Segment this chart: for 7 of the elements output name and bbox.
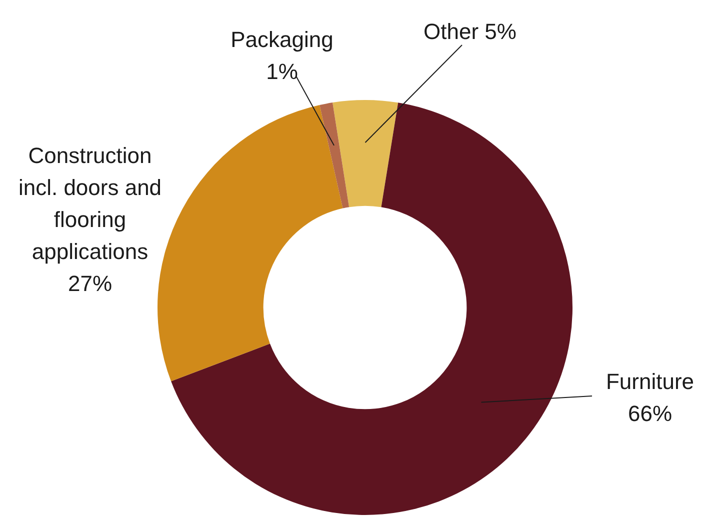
data-label: 27%	[68, 271, 112, 296]
slice-label: Furniture	[606, 369, 694, 394]
slice-label: Packaging	[230, 27, 334, 52]
slice-label: Other 5%	[424, 19, 516, 44]
data-label: 66%	[628, 401, 672, 426]
slice-label: Construction incl. doors and flooring applications	[18, 143, 162, 264]
data-label: 1%	[266, 59, 298, 84]
